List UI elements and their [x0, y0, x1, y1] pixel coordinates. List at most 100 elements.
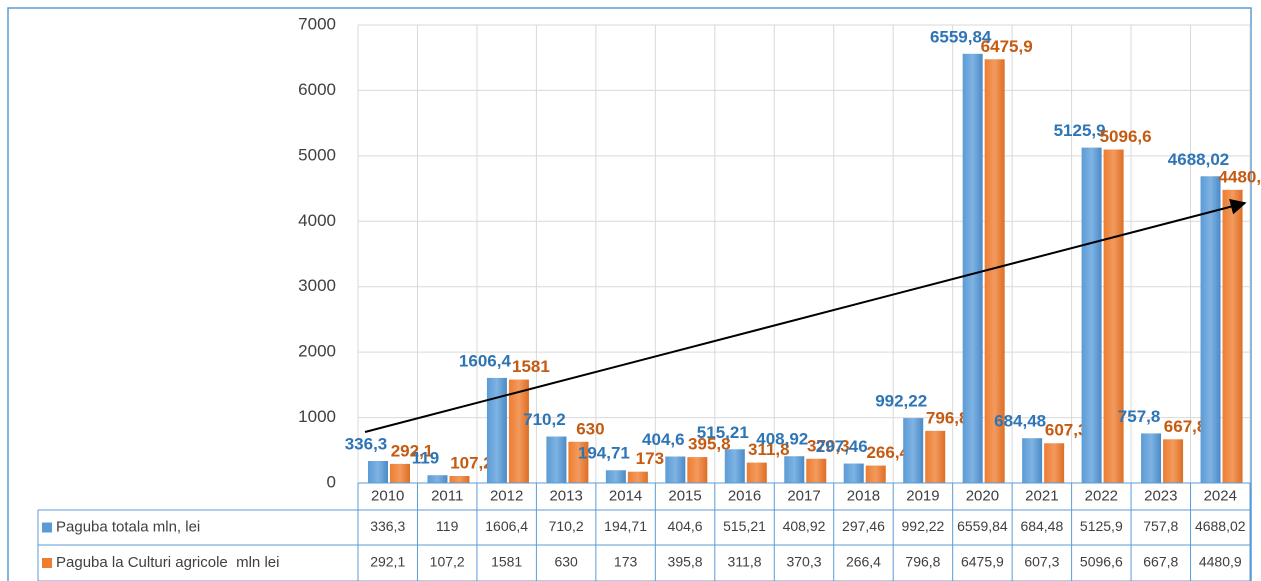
bar [546, 436, 567, 483]
bar [1103, 149, 1124, 483]
data-label: 4480,9 [1219, 167, 1261, 186]
x-tick-label: 2020 [966, 487, 999, 504]
bar [843, 463, 864, 483]
data-label: 297,46 [816, 437, 868, 456]
data-label: 395,8 [688, 435, 731, 454]
data-label: 6559,84 [930, 27, 992, 46]
data-label: 408,92 [756, 430, 808, 449]
data-label: 292,1 [391, 441, 434, 460]
bar [1022, 438, 1043, 483]
data-label: 173 [636, 449, 664, 468]
table-cell: 173 [614, 554, 638, 570]
bar [508, 379, 529, 483]
table-cell: 297,46 [842, 518, 885, 534]
table-cell: 107,2 [430, 554, 465, 570]
y-tick-label: 4000 [298, 211, 336, 230]
bar [806, 458, 827, 483]
x-tick-label: 2012 [490, 487, 523, 504]
x-tick-label: 2015 [668, 487, 701, 504]
table-cell: 119 [436, 518, 459, 534]
table-cell: 292,1 [370, 554, 405, 570]
x-tick-label: 2023 [1144, 487, 1177, 504]
y-tick-label: 5000 [298, 145, 336, 164]
y-tick-label: 2000 [298, 342, 336, 361]
table-cell: 630 [554, 554, 578, 570]
x-tick-label: 2017 [787, 487, 820, 504]
y-tick-label: 7000 [298, 14, 336, 33]
bar [368, 460, 388, 483]
table-cell: 4688,02 [1195, 518, 1246, 534]
x-tick-label: 2011 [431, 487, 463, 504]
table-cell: 5096,6 [1080, 554, 1123, 570]
y-tick-label: 0 [327, 472, 336, 491]
bar [568, 441, 589, 483]
data-label: 311,8 [748, 440, 790, 459]
bar [665, 456, 686, 483]
table-cell: 757,8 [1143, 518, 1178, 534]
bar [746, 462, 767, 483]
data-label: 684,48 [994, 412, 1046, 431]
x-tick-label: 2010 [371, 487, 404, 504]
x-tick-label: 2019 [906, 487, 939, 504]
table-cell: 1606,4 [485, 518, 528, 534]
table-cell: 1581 [491, 554, 522, 570]
data-label: 796,8 [926, 408, 969, 427]
data-label: 757,8 [1118, 407, 1161, 426]
data-label: 710,2 [523, 410, 566, 429]
table-cell: 311,8 [728, 554, 762, 570]
table-cell: 404,6 [668, 518, 703, 534]
bar [687, 457, 708, 483]
table-cell: 607,3 [1024, 554, 1059, 570]
table-cell: 710,2 [549, 518, 584, 534]
data-label: 630 [576, 419, 604, 438]
bar [427, 475, 448, 483]
table-cell: 194,71 [604, 518, 647, 534]
bar [1222, 189, 1243, 484]
bar [1044, 443, 1065, 483]
bar [962, 53, 983, 483]
bar [390, 463, 410, 483]
bar [925, 430, 946, 483]
x-tick-label: 2021 [1025, 487, 1058, 504]
bar [1081, 147, 1102, 483]
bar [1163, 439, 1184, 483]
legend-swatch [42, 522, 52, 533]
legend-label: Paguba totala mln, lei [56, 518, 200, 535]
x-tick-label: 2014 [609, 487, 642, 504]
table-cell: 370,3 [786, 554, 821, 570]
table-cell: 515,21 [723, 518, 766, 534]
y-tick-label: 1000 [298, 407, 336, 426]
data-label: 107,2 [450, 453, 493, 472]
table-cell: 266,4 [846, 554, 881, 570]
y-tick-label: 3000 [298, 276, 336, 295]
bar [486, 377, 507, 483]
x-tick-label: 2018 [847, 487, 880, 504]
data-label: 266,4 [866, 443, 909, 462]
table-cell: 395,8 [668, 554, 703, 570]
bar [724, 449, 745, 483]
table-cell: 684,48 [1020, 518, 1063, 534]
x-tick-label: 2024 [1204, 487, 1237, 504]
data-label: 515,21 [697, 423, 749, 442]
table-cell: 336,3 [370, 518, 405, 534]
bar [784, 456, 805, 483]
legend-swatch [42, 558, 52, 568]
trend-arrow [364, 198, 1247, 433]
data-label: 370,3 [807, 436, 850, 455]
data-label: 607,3 [1045, 421, 1088, 440]
bar [605, 470, 626, 483]
data-label: 992,22 [875, 392, 927, 411]
data-label: 1606,4 [459, 351, 512, 370]
x-tick-label: 2022 [1085, 487, 1118, 504]
x-tick-label: 2013 [549, 487, 582, 504]
table-cell: 992,22 [902, 518, 945, 534]
data-label: 404,6 [642, 430, 685, 449]
data-label: 1581 [512, 357, 550, 376]
data-label: 4688,02 [1168, 150, 1229, 169]
table-cell: 796,8 [905, 554, 940, 570]
table-cell: 667,8 [1143, 554, 1178, 570]
table-cell: 6559,84 [957, 518, 1008, 534]
x-tick-label: 2016 [728, 487, 761, 504]
legend-label: Paguba la Culturi agricole mln lei [56, 554, 279, 571]
